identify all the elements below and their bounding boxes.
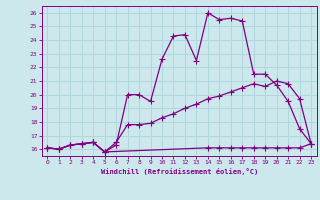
X-axis label: Windchill (Refroidissement éolien,°C): Windchill (Refroidissement éolien,°C): [100, 168, 258, 175]
